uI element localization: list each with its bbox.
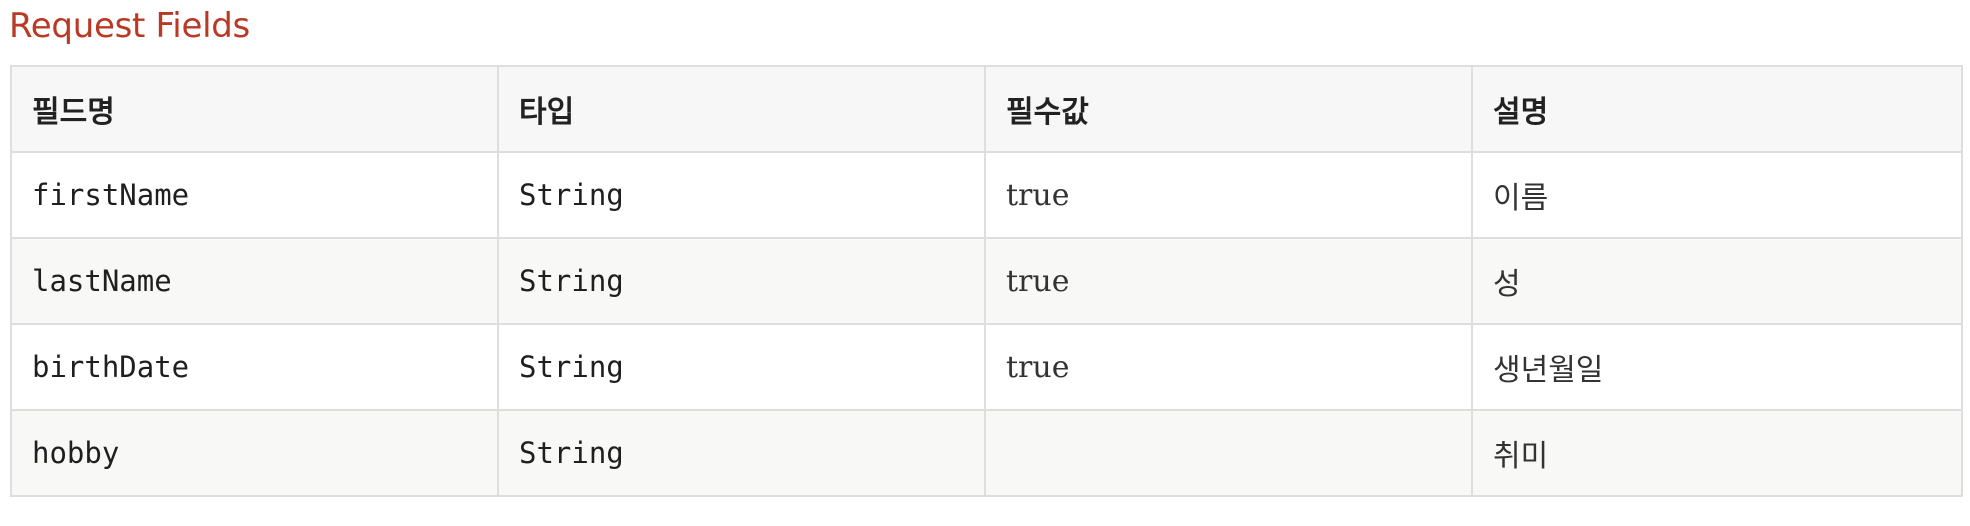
field-name-cell: birthDate: [10, 323, 499, 411]
table-row: lastName String true 성: [10, 237, 1963, 325]
section-title: Request Fields: [9, 6, 250, 46]
field-name-cell: hobby: [10, 409, 499, 497]
column-header-description: 설명: [1471, 65, 1963, 153]
column-header-required: 필수값: [984, 65, 1473, 153]
table-row: firstName String true 이름: [10, 151, 1963, 239]
field-name-cell: firstName: [10, 151, 499, 239]
table-row: birthDate String true 생년월일: [10, 323, 1963, 411]
field-required-cell: true: [984, 237, 1473, 325]
column-header-type: 타입: [497, 65, 986, 153]
table-header-row: 필드명 타입 필수값 설명: [10, 65, 1963, 153]
field-type-cell: String: [497, 237, 986, 325]
field-type-cell: String: [497, 151, 986, 239]
field-description-cell: 이름: [1471, 151, 1963, 239]
field-name-cell: lastName: [10, 237, 499, 325]
table-row: hobby String 취미: [10, 409, 1963, 497]
field-type-cell: String: [497, 409, 986, 497]
request-fields-table: 필드명 타입 필수값 설명 firstName String true 이름 l…: [10, 65, 1963, 497]
field-required-cell: [984, 409, 1473, 497]
column-header-field-name: 필드명: [10, 65, 499, 153]
field-description-cell: 성: [1471, 237, 1963, 325]
field-required-cell: true: [984, 323, 1473, 411]
field-type-cell: String: [497, 323, 986, 411]
field-description-cell: 취미: [1471, 409, 1963, 497]
field-required-cell: true: [984, 151, 1473, 239]
field-description-cell: 생년월일: [1471, 323, 1963, 411]
